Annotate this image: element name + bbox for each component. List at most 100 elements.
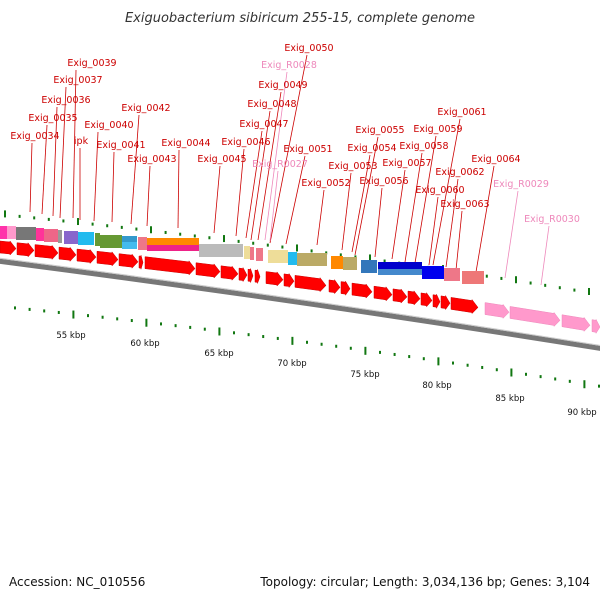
inner-tick: [130, 319, 133, 323]
outer-tick: [573, 288, 576, 292]
inner-tick: [116, 317, 119, 321]
outer-tick: [252, 241, 255, 245]
outer-tick: [223, 235, 225, 243]
gene-leader-line: [245, 130, 263, 239]
gene-label: Exig_0050: [284, 43, 333, 54]
gene-leader-line: [29, 142, 33, 213]
cog-block: [444, 268, 460, 281]
gene-label: Exig_0035: [28, 113, 77, 124]
cds-gene-arrow: [294, 275, 327, 293]
inner-tick: [437, 357, 440, 366]
cds-gene-arrow: [247, 268, 254, 283]
outer-tick: [237, 239, 240, 243]
gene-label: Exig_0041: [96, 140, 145, 151]
cog-block: [297, 253, 327, 266]
gene-label: Exig_R0030: [524, 214, 580, 225]
cds-gene-arrow: [440, 294, 451, 311]
inner-tick: [203, 327, 206, 331]
inner-tick: [189, 325, 192, 329]
inner-tick: [364, 346, 367, 355]
gene-leader-line: [540, 225, 550, 286]
outer-tick: [588, 287, 590, 295]
gene-leader-line: [111, 151, 115, 223]
gene-label: Exig_0062: [435, 167, 484, 178]
cog-block: [95, 233, 100, 246]
accession-text: Accession: NC_010556: [9, 575, 145, 589]
cds-gene-arrow: [392, 288, 408, 304]
outer-tick: [339, 253, 342, 257]
outer-tick: [135, 227, 138, 231]
gene-leader-line: [235, 148, 245, 237]
inner-tick: [306, 340, 308, 344]
inner-tick: [28, 307, 31, 311]
cog-block: [122, 236, 137, 242]
scale-label: 60 kbp: [130, 339, 159, 349]
outer-tick: [500, 276, 503, 280]
cds-gene-arrow: [254, 269, 261, 284]
gene-leader-line: [59, 86, 67, 219]
outer-tick: [558, 286, 561, 290]
outer-tick: [120, 225, 123, 229]
gene-leader-line: [391, 169, 406, 260]
inner-tick: [568, 379, 571, 383]
cds-gene-arrow: [118, 253, 139, 269]
cds-gene-arrow: [238, 267, 248, 283]
cog-block: [361, 260, 377, 273]
gene-label: Exig_0047: [239, 119, 288, 130]
scale-labels: 55 kbp 60 kbp 65 kbp 70 kbp 75 kbp 80 kb…: [56, 331, 596, 418]
gene-leader-line: [285, 155, 306, 245]
inner-tick: [14, 306, 16, 310]
gene-label: Exig_0060: [415, 185, 464, 196]
cds-gene-arrow: [58, 246, 77, 262]
inner-tick: [466, 363, 469, 367]
gene-leader-line: [414, 135, 437, 264]
inner-tick: [101, 315, 104, 319]
gene-labels: Exig_0034 Exig_0035 Exig_0036 Exig_0037 Exig…: [10, 43, 580, 225]
inner-tick: [393, 352, 396, 356]
outer-tick: [369, 254, 371, 262]
gene-leader-line: [146, 165, 151, 227]
rna-gene-arrow: [591, 319, 600, 335]
cds-gene-arrow: [144, 256, 196, 276]
cog-block: [268, 250, 288, 263]
outer-tick: [62, 219, 65, 223]
cog-block: [122, 242, 137, 249]
gene-leader-line: [213, 165, 221, 234]
cog-block: [147, 245, 199, 251]
cog-block: [256, 248, 263, 261]
rna-gene-arrow: [484, 302, 510, 319]
cds-gene-arrow: [450, 297, 479, 315]
outer-tick: [33, 216, 36, 220]
inner-tick: [481, 365, 484, 369]
gene-label: Exig_0056: [359, 176, 408, 187]
outer-tick: [150, 226, 152, 234]
inner-tick: [598, 384, 600, 388]
cds-gene-arrow: [138, 255, 144, 270]
cog-block: [16, 227, 36, 240]
inner-tick: [539, 375, 542, 379]
gene-label: Exig_0042: [121, 103, 170, 114]
outer-tick: [544, 283, 547, 287]
gene-label: Exig_0064: [471, 154, 520, 165]
gene-leader-line: [250, 110, 271, 241]
cds-gene-arrow: [16, 242, 35, 258]
scale-label: 65 kbp: [204, 349, 233, 359]
rna-gene-arrow: [509, 306, 561, 328]
cog-block: [58, 230, 62, 243]
inner-tick: [160, 322, 162, 326]
gene-label: Exig_0044: [161, 138, 210, 149]
gene-label: Exig_0036: [41, 95, 90, 106]
gene-label: Exig_0045: [197, 154, 246, 165]
leader-lines: [29, 54, 550, 286]
gene-label: Exig_0061: [437, 107, 486, 118]
inner-tick: [554, 377, 557, 381]
inner-tick: [379, 350, 381, 354]
gene-leader-line: [404, 152, 423, 263]
gene-leader-line: [354, 136, 379, 256]
gene-label: Exig_0046: [221, 137, 270, 148]
cog-block: [250, 247, 254, 260]
outer-tick: [281, 245, 284, 249]
gene-label: Exig_R0027: [252, 159, 308, 170]
cog-block: [78, 232, 94, 245]
cog-block: [199, 244, 243, 257]
